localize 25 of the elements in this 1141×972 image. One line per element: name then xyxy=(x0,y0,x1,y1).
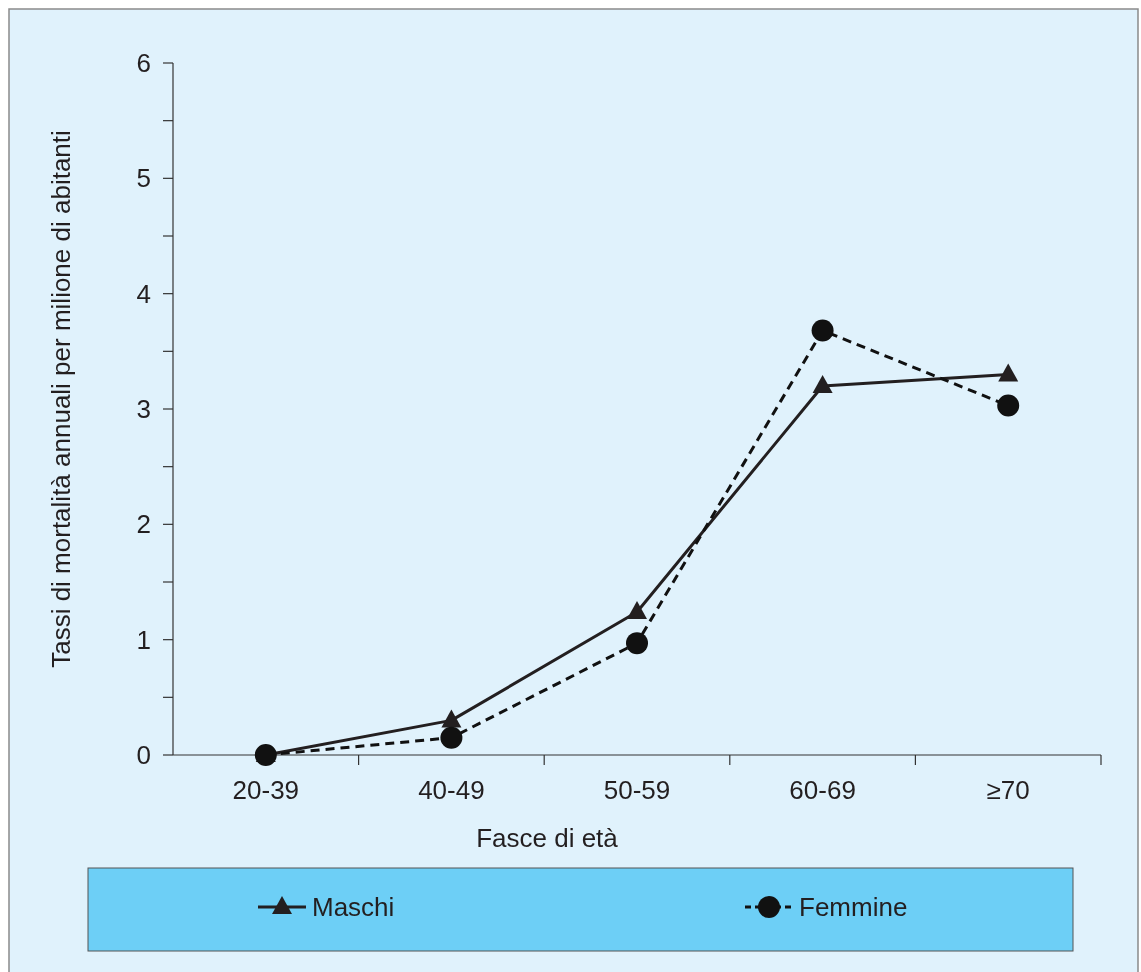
point xyxy=(627,600,647,619)
y-axis-title: Tassi di mortalità annuali per milione di abitanti xyxy=(46,130,76,668)
y-tick-label: 4 xyxy=(136,278,151,309)
y-tick-label: 5 xyxy=(136,163,151,194)
point xyxy=(811,319,834,342)
x-tick-label: 60-69 xyxy=(789,775,856,805)
point xyxy=(441,709,462,728)
point xyxy=(440,726,463,749)
y-tick-label: 3 xyxy=(136,394,151,424)
point xyxy=(626,632,648,655)
point xyxy=(812,374,833,393)
y-tick-label: 1 xyxy=(136,624,151,655)
legend-label: Femmine xyxy=(799,892,908,922)
y-tick-label: 0 xyxy=(136,740,151,770)
x-tick-label: 20-39 xyxy=(232,775,300,805)
y-tick-label: 6 xyxy=(136,48,151,78)
point xyxy=(998,363,1019,382)
point xyxy=(254,744,277,766)
legend-label: Maschi xyxy=(312,892,395,922)
x-tick-label: ≥70 xyxy=(986,775,1030,805)
x-axis-title: Fasce di età xyxy=(476,823,619,853)
x-tick-label: 50-59 xyxy=(603,775,671,805)
point xyxy=(997,394,1020,417)
y-tick-label: 2 xyxy=(136,509,151,540)
x-tick-label: 40-49 xyxy=(418,775,485,805)
